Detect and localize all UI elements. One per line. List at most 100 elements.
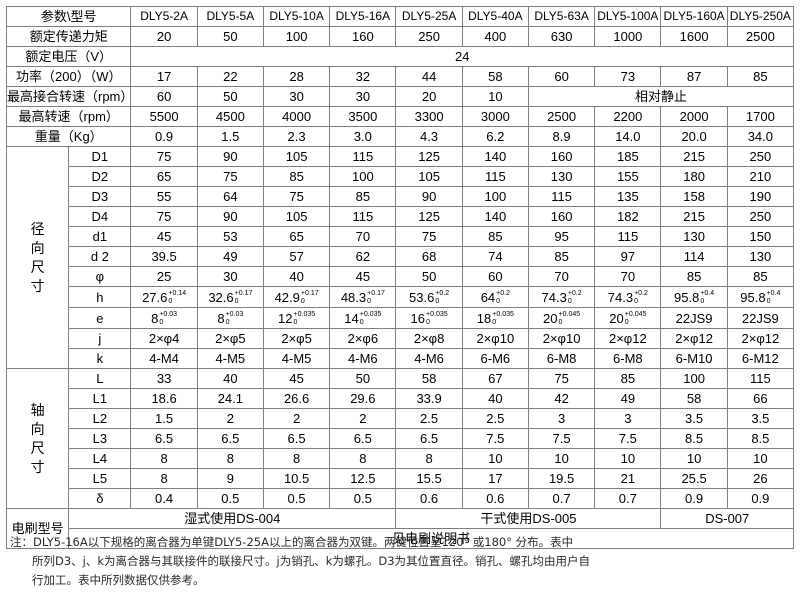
cell: 2×φ4 [130, 328, 198, 350]
table-row: D4 75 90 105 115 125 140 160 182 215 250 [7, 206, 795, 227]
cell: 16 +0.035 0 [395, 307, 463, 330]
cell: 8 +0.03 0 [130, 307, 198, 330]
table-row: k 4-M4 4-M5 4-M5 4-M6 4-M6 6-M6 6-M8 6-M8 6-M10 6-… [7, 348, 795, 370]
cell: 8 +0.03 0 [196, 307, 264, 330]
radial-group-label: 径向尺寸 [5, 145, 70, 370]
brush-wet: 湿式使用DS-004 [68, 508, 397, 530]
cell: 10 [726, 448, 795, 470]
cell: 17 [461, 468, 529, 490]
cell: 85 [329, 186, 397, 207]
cell: 50 [196, 26, 264, 47]
cell: 24.1 [196, 388, 264, 410]
cell: 18 +0.035 0 [461, 307, 529, 330]
row-label: 功率（200）（W） [5, 66, 132, 87]
model-header-6: DLY5-63A [527, 6, 596, 27]
cell: 130 [660, 226, 728, 247]
cell: 185 [594, 146, 662, 167]
cell: 105 [395, 166, 463, 187]
cell: 74 [461, 246, 529, 267]
cell: 65 [262, 226, 331, 247]
table-row: d1 45 53 65 70 75 85 95 115 130 150 [7, 226, 795, 247]
cell: 85 [726, 266, 795, 287]
cell: 39.5 [130, 246, 198, 267]
cell: 250 [726, 146, 795, 167]
cell: 60 [461, 266, 529, 287]
cell: 125 [395, 206, 463, 227]
cell: 210 [726, 166, 795, 187]
cell: 50 [395, 266, 463, 287]
cell: 100 [660, 368, 728, 390]
cell: 105 [262, 206, 331, 227]
cell: 182 [594, 206, 662, 227]
brush-dry: 干式使用DS-005 [395, 508, 662, 530]
cell: 190 [726, 186, 795, 207]
cell: 30 [262, 86, 331, 107]
cell: 2500 [527, 106, 596, 127]
table-row: L5 8 9 10.5 12.5 15.5 17 19.5 21 25.5 26 [7, 468, 795, 490]
cell: 4000 [262, 106, 331, 127]
cell: 180 [660, 166, 728, 187]
cell: 95.8 +0.4 0 [660, 285, 728, 309]
model-header-2: DLY5-10A [262, 6, 331, 27]
footnote-line-2: 所列D3、j、k为离合器与其联接件的联接尺寸。j为销孔、k为螺孔。D3为其位置直… [32, 554, 591, 568]
row-label: d1 [68, 226, 132, 247]
cell: 115 [594, 226, 662, 247]
table-row: h 27.6 +0.14 0 32.6 +0.17 0 42.9 +0.17 0 48.3 +0.17… [7, 285, 795, 309]
cell: 160 [527, 206, 596, 227]
cell: 10 [660, 448, 728, 470]
row-label: D1 [68, 146, 132, 167]
cell: 3.5 [660, 408, 728, 430]
model-header-4: DLY5-25A [395, 6, 463, 27]
cell: 66 [726, 388, 795, 410]
cell: 2×φ5 [262, 328, 331, 350]
cell: 42.9 +0.17 0 [262, 285, 331, 309]
cell: 100 [461, 186, 529, 207]
row-label: d 2 [68, 246, 132, 267]
cell: 114 [660, 246, 728, 267]
cell: 44 [395, 66, 463, 87]
cell: 58 [395, 368, 463, 390]
cell: 22JS9 [726, 307, 795, 330]
cell: 33.9 [395, 388, 463, 410]
cell: 0.9 [660, 488, 728, 510]
row-value-merged: 24 [130, 46, 794, 67]
cell: 215 [660, 206, 728, 227]
cell: 4-M5 [196, 348, 264, 370]
row-label: D4 [68, 206, 132, 227]
axial-group-label: 轴向尺寸 [5, 368, 70, 510]
cell: 21 [594, 468, 662, 490]
cell: 65 [130, 166, 198, 187]
brush-manual: 见电刷说明书 [68, 528, 794, 550]
cell: 115 [329, 206, 397, 227]
cell: 215 [660, 146, 728, 167]
cell: 6.5 [262, 428, 331, 450]
cell-merged: 相对静止 [527, 86, 795, 107]
cell: 115 [329, 146, 397, 167]
table-row: d 2 39.5 49 57 62 68 74 85 97 114 130 [7, 246, 795, 267]
cell: 135 [594, 186, 662, 207]
cell: 28 [262, 66, 331, 87]
cell: 125 [395, 146, 463, 167]
cell: 40 [262, 266, 331, 287]
spec-sheet: 参数\型号 DLY5-2A DLY5-5A DLY5-10A DLY5-16A DLY5-… [0, 6, 800, 606]
model-header-8: DLY5-160A [660, 6, 728, 27]
cell: 6-M10 [660, 348, 728, 370]
row-label: D2 [68, 166, 132, 187]
cell: 87 [660, 66, 728, 87]
cell: 20 +0.045 0 [527, 307, 596, 330]
brush-right: DS-007 [660, 508, 794, 530]
cell: 74.3 +0.2 0 [594, 285, 662, 309]
cell: 68 [395, 246, 463, 267]
cell: 90 [395, 186, 463, 207]
cell: 1600 [660, 26, 728, 47]
cell: 40 [461, 388, 529, 410]
cell: 4.3 [395, 126, 463, 147]
cell: 42 [527, 388, 596, 410]
cell: 3000 [461, 106, 529, 127]
cell: 67 [461, 368, 529, 390]
cell: 85 [660, 266, 728, 287]
cell: 97 [594, 246, 662, 267]
cell: 2×φ12 [726, 328, 795, 350]
cell: 40 [196, 368, 264, 390]
cell: 30 [329, 86, 397, 107]
